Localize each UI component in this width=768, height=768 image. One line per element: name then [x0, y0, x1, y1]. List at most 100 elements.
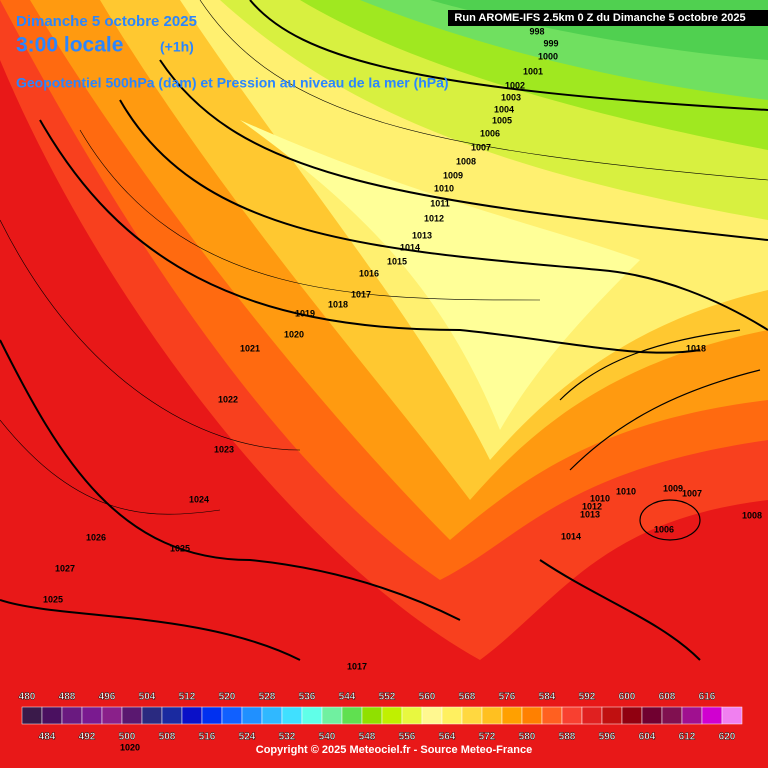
legend-swatch — [261, 706, 283, 725]
legend-label: 520 — [219, 692, 236, 703]
isobar-label: 1026 — [86, 532, 106, 542]
legend-label: 528 — [259, 692, 276, 703]
legend-swatch — [301, 706, 323, 725]
legend-swatch — [701, 706, 723, 725]
isobar-label: 1005 — [492, 115, 512, 125]
isobar-label: 1018 — [686, 343, 706, 353]
isobar-label: 1013 — [412, 230, 432, 240]
legend-label: 480 — [19, 692, 36, 703]
legend-label: 504 — [139, 692, 156, 703]
isobar-label: 1021 — [240, 343, 260, 353]
header: Dimanche 5 octobre 2025 3:00 locale (+1h… — [16, 10, 768, 91]
isobar-label: 1010 — [590, 493, 610, 503]
isobar-label: 1006 — [480, 128, 500, 138]
legend-label: 584 — [539, 692, 556, 703]
legend-label: 512 — [179, 692, 196, 703]
isobar-label: 1001 — [523, 66, 543, 76]
legend-label: 604 — [639, 732, 656, 743]
legend-label: 548 — [359, 732, 376, 743]
legend-swatch — [141, 706, 163, 725]
legend-swatch — [401, 706, 423, 725]
legend-swatch — [61, 706, 83, 725]
date: Dimanche 5 octobre 2025 — [16, 13, 197, 30]
isobar-label: 1020 — [284, 329, 304, 339]
legend-label: 592 — [579, 692, 596, 703]
legend-swatch — [561, 706, 583, 725]
legend-label: 568 — [459, 692, 476, 703]
isobar-label: 1017 — [347, 661, 367, 671]
isobar-label: 1012 — [424, 213, 444, 223]
subtitle: Geopotentiel 500hPa (dam) et Pression au… — [16, 75, 449, 91]
legend-label: 540 — [319, 732, 336, 743]
isobar-label: 1006 — [654, 524, 674, 534]
legend-swatch — [681, 706, 703, 725]
legend-swatch — [121, 706, 143, 725]
legend-swatch — [221, 706, 243, 725]
isobar-label: 1011 — [430, 198, 450, 208]
isobar-label: 1007 — [471, 142, 491, 152]
legend-swatch — [341, 706, 363, 725]
legend-swatch — [521, 706, 543, 725]
legend-swatch — [481, 706, 503, 725]
legend-label: 500 — [119, 732, 136, 743]
legend-swatch — [381, 706, 403, 725]
isobar-label: 1010 — [434, 183, 454, 193]
legend-swatch — [501, 706, 523, 725]
legend-swatch — [181, 706, 203, 725]
legend-label: 572 — [479, 732, 496, 743]
legend-label: 564 — [439, 732, 456, 743]
legend-label: 616 — [699, 692, 716, 703]
legend-swatch — [661, 706, 683, 725]
isobar-label: 1012 — [582, 501, 602, 511]
run: Run AROME-IFS 2.5km 0 Z du Dimanche 5 oc… — [454, 12, 745, 24]
isobar-label: 1010 — [616, 486, 636, 496]
isobar-label: 1008 — [742, 510, 762, 520]
offset: (+1h) — [160, 39, 194, 55]
legend-swatch — [441, 706, 463, 725]
isobar-label: 1022 — [218, 394, 238, 404]
legend-swatch — [601, 706, 623, 725]
isobar-label: 1018 — [328, 299, 348, 309]
legend-label: 608 — [659, 692, 676, 703]
legend-swatch — [621, 706, 643, 725]
legend-label: 620 — [719, 732, 736, 743]
legend-swatch — [241, 706, 263, 725]
legend-swatch — [581, 706, 603, 725]
isobar-label: 1024 — [189, 494, 209, 504]
isobar-label: 1016 — [359, 268, 379, 278]
time: 3:00 locale — [16, 34, 123, 57]
legend-swatch — [201, 706, 223, 725]
legend-label: 488 — [59, 692, 76, 703]
legend-swatch — [541, 706, 563, 725]
isobar-label: 1025 — [43, 594, 63, 604]
isobar-label: 998 — [529, 26, 544, 36]
isobar-label: 1020 — [120, 742, 140, 752]
legend-swatch — [41, 706, 63, 725]
isobar-label: 1014 — [561, 531, 581, 541]
run-banner — [448, 10, 768, 26]
legend-label: 532 — [279, 732, 296, 743]
legend-swatch — [101, 706, 123, 725]
legend-label: 496 — [99, 692, 116, 703]
legend-label: 576 — [499, 692, 516, 703]
legend-label: 588 — [559, 732, 576, 743]
isobar-label: 1009 — [443, 170, 463, 180]
legend-swatch — [721, 706, 743, 725]
legend-label: 552 — [379, 692, 396, 703]
isobar-label: 1003 — [501, 92, 521, 102]
legend-swatch — [361, 706, 383, 725]
legend-label: 560 — [419, 692, 436, 703]
legend-label: 580 — [519, 732, 536, 743]
isobar-label: 1000 — [538, 51, 558, 61]
legend-swatch — [281, 706, 303, 725]
isobar-label: 999 — [543, 38, 558, 48]
isobar-label: 1014 — [400, 242, 420, 252]
legend-label: 600 — [619, 692, 636, 703]
isobar-label: 1004 — [494, 104, 514, 114]
isobar-label: 1002 — [505, 80, 525, 90]
isobar-label: 1009 — [663, 483, 683, 493]
legend-label: 516 — [199, 732, 216, 743]
legend-label: 536 — [299, 692, 316, 703]
